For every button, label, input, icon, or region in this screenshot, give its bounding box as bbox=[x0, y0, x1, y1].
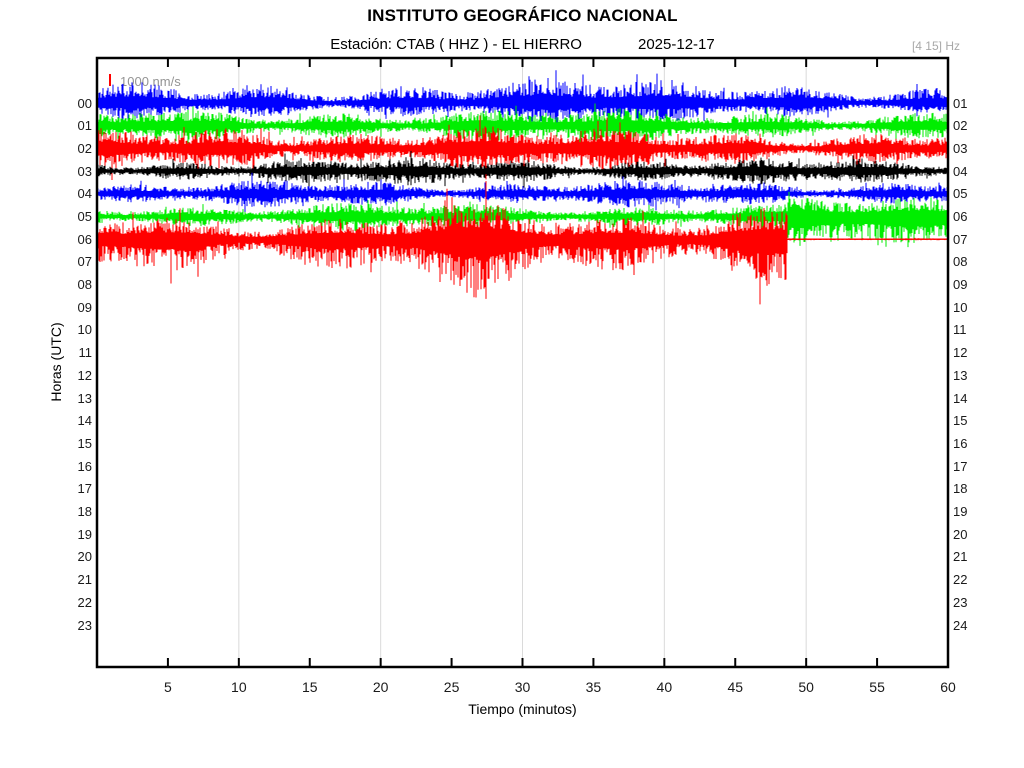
hour-label-right: 23 bbox=[953, 594, 968, 610]
station-label: Estación: CTAB ( HHZ ) - EL HIERRO bbox=[330, 36, 582, 53]
filter-band-label: [4 15] Hz bbox=[911, 39, 960, 53]
hour-label-left: 13 bbox=[77, 390, 92, 406]
hour-label-right: 19 bbox=[953, 504, 968, 520]
x-axis-title: Tiempo (minutos) bbox=[468, 701, 577, 717]
amplitude-scale-annotation: 1000 nm/s bbox=[109, 74, 181, 89]
hour-label-right: 18 bbox=[953, 481, 968, 497]
hour-label-right: 09 bbox=[953, 277, 968, 293]
y-axis-title: Horas (UTC) bbox=[48, 322, 64, 402]
hour-label-right: 22 bbox=[953, 572, 968, 588]
x-tick-label: 10 bbox=[231, 679, 247, 695]
hour-label-left: 09 bbox=[77, 299, 92, 315]
date-label: 2025-12-17 bbox=[637, 36, 715, 53]
hour-label-right: 20 bbox=[953, 526, 968, 542]
hour-label-left: 06 bbox=[77, 231, 92, 247]
hour-label-left: 21 bbox=[77, 572, 92, 588]
hour-label-right: 15 bbox=[953, 413, 968, 429]
hour-label-left: 16 bbox=[77, 458, 92, 474]
hour-label-right: 04 bbox=[953, 163, 968, 179]
hour-label-right: 12 bbox=[953, 345, 968, 361]
hour-label-left: 19 bbox=[77, 526, 92, 542]
hour-label-left: 02 bbox=[77, 140, 92, 156]
hour-label-left: 08 bbox=[77, 277, 92, 293]
hour-label-right: 03 bbox=[953, 140, 968, 156]
plot-frame bbox=[95, 56, 950, 669]
hour-label-left: 23 bbox=[77, 617, 92, 633]
hour-label-left: 15 bbox=[77, 435, 92, 451]
trace-area bbox=[98, 70, 947, 305]
hour-label-right: 24 bbox=[953, 617, 968, 633]
hour-label-right: 07 bbox=[953, 231, 968, 247]
axis-ticks bbox=[166, 59, 879, 666]
hour-label-left: 07 bbox=[77, 254, 92, 270]
hour-label-right: 17 bbox=[953, 458, 968, 474]
x-tick-label: 50 bbox=[798, 679, 814, 695]
hour-label-right: 08 bbox=[953, 254, 968, 270]
x-tick-label: 60 bbox=[940, 679, 956, 695]
hour-label-right: 01 bbox=[953, 95, 968, 111]
hour-label-left: 14 bbox=[77, 413, 92, 429]
x-tick-label: 40 bbox=[656, 679, 673, 695]
x-tick-label: 20 bbox=[372, 679, 389, 695]
x-tick-label: 15 bbox=[301, 679, 318, 695]
x-tick-label: 35 bbox=[585, 679, 602, 695]
x-tick-label: 30 bbox=[514, 679, 531, 695]
x-tick-label: 55 bbox=[869, 679, 885, 695]
hour-label-right: 05 bbox=[953, 186, 968, 202]
x-tick-label: 45 bbox=[727, 679, 744, 695]
hour-label-left: 12 bbox=[77, 367, 92, 383]
hour-label-left: 03 bbox=[77, 163, 92, 179]
hour-label-right: 21 bbox=[953, 549, 968, 565]
hour-label-left: 00 bbox=[77, 95, 92, 111]
page-title: INSTITUTO GEOGRÁFICO NACIONAL bbox=[367, 6, 678, 25]
hour-label-left: 22 bbox=[77, 594, 92, 610]
hour-label-right: 14 bbox=[953, 390, 968, 406]
x-tick-label: 5 bbox=[164, 679, 172, 695]
hour-label-left: 20 bbox=[77, 549, 92, 565]
hour-label-right: 11 bbox=[953, 322, 967, 338]
hour-label-right: 06 bbox=[953, 208, 968, 224]
hour-label-right: 16 bbox=[953, 435, 968, 451]
hour-label-left: 18 bbox=[77, 504, 92, 520]
scale-bar-label: 1000 nm/s bbox=[120, 74, 181, 89]
hour-label-left: 11 bbox=[78, 345, 93, 361]
hour-label-left: 05 bbox=[77, 208, 92, 224]
x-tick-label: 25 bbox=[443, 679, 460, 695]
subtitle: Estación: CTAB ( HHZ ) - EL HIERRO 2025-… bbox=[97, 36, 948, 53]
hour-label-right: 13 bbox=[953, 367, 968, 383]
hour-label-left: 04 bbox=[77, 186, 92, 202]
hour-label-right: 02 bbox=[953, 118, 968, 134]
hour-label-right: 10 bbox=[953, 299, 968, 315]
hour-label-left: 01 bbox=[77, 118, 92, 134]
gridlines bbox=[238, 58, 807, 667]
hour-label-left: 17 bbox=[77, 481, 92, 497]
hour-label-left: 10 bbox=[77, 322, 92, 338]
